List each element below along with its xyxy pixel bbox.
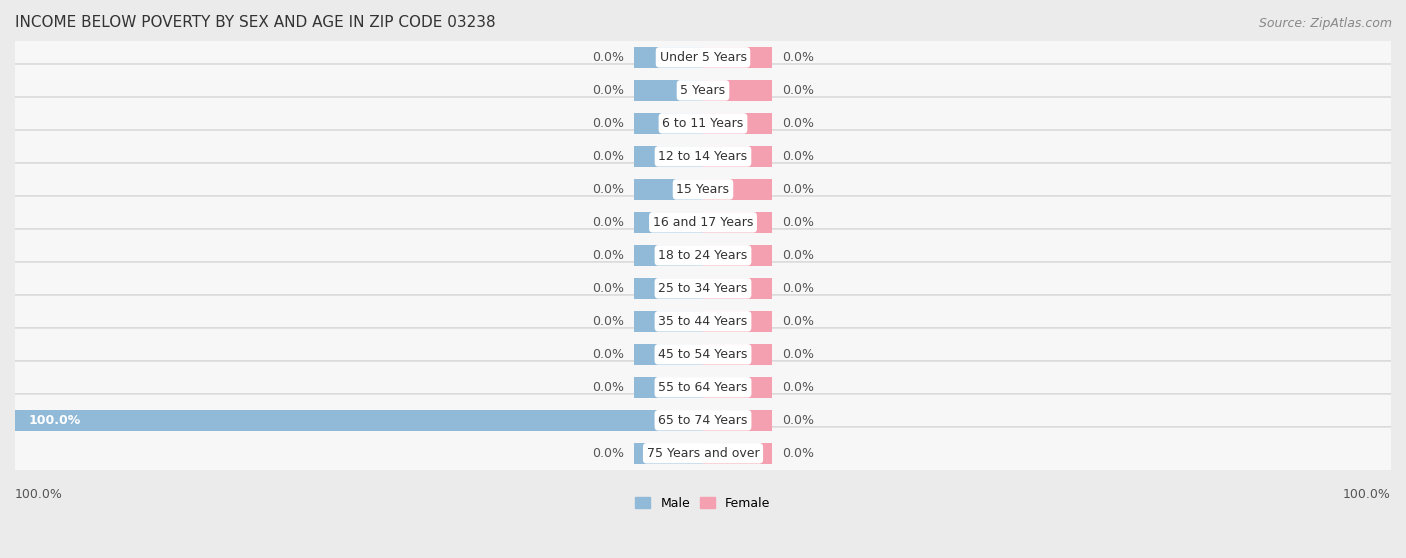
Text: 15 Years: 15 Years bbox=[676, 183, 730, 196]
Text: 100.0%: 100.0% bbox=[1343, 488, 1391, 501]
FancyBboxPatch shape bbox=[13, 328, 1393, 381]
Bar bbox=[703, 278, 772, 299]
Text: 16 and 17 Years: 16 and 17 Years bbox=[652, 216, 754, 229]
FancyBboxPatch shape bbox=[13, 427, 1393, 480]
Bar bbox=[634, 311, 703, 331]
Legend: Male, Female: Male, Female bbox=[630, 492, 776, 515]
Bar bbox=[634, 212, 703, 233]
Text: 0.0%: 0.0% bbox=[592, 315, 624, 328]
Text: 0.0%: 0.0% bbox=[782, 84, 814, 97]
Bar bbox=[703, 443, 772, 464]
Text: 0.0%: 0.0% bbox=[782, 117, 814, 130]
Bar bbox=[703, 311, 772, 331]
Bar bbox=[634, 113, 703, 133]
Bar bbox=[703, 179, 772, 200]
Text: 35 to 44 Years: 35 to 44 Years bbox=[658, 315, 748, 328]
Text: 25 to 34 Years: 25 to 34 Years bbox=[658, 282, 748, 295]
Text: 0.0%: 0.0% bbox=[782, 282, 814, 295]
Text: 6 to 11 Years: 6 to 11 Years bbox=[662, 117, 744, 130]
Bar bbox=[15, 410, 703, 431]
Text: 0.0%: 0.0% bbox=[592, 183, 624, 196]
Text: Source: ZipAtlas.com: Source: ZipAtlas.com bbox=[1258, 17, 1392, 30]
Text: 0.0%: 0.0% bbox=[782, 315, 814, 328]
Text: 55 to 64 Years: 55 to 64 Years bbox=[658, 381, 748, 394]
FancyBboxPatch shape bbox=[13, 130, 1393, 183]
Bar bbox=[634, 443, 703, 464]
Text: 0.0%: 0.0% bbox=[782, 150, 814, 163]
Text: 0.0%: 0.0% bbox=[592, 282, 624, 295]
Text: 0.0%: 0.0% bbox=[592, 216, 624, 229]
FancyBboxPatch shape bbox=[13, 196, 1393, 249]
Bar bbox=[703, 80, 772, 100]
Text: 0.0%: 0.0% bbox=[592, 117, 624, 130]
Text: 100.0%: 100.0% bbox=[15, 488, 63, 501]
Bar bbox=[634, 377, 703, 397]
Text: 0.0%: 0.0% bbox=[592, 51, 624, 64]
FancyBboxPatch shape bbox=[13, 97, 1393, 150]
Bar bbox=[634, 278, 703, 299]
Text: 100.0%: 100.0% bbox=[28, 414, 82, 427]
Text: Under 5 Years: Under 5 Years bbox=[659, 51, 747, 64]
Text: 0.0%: 0.0% bbox=[592, 150, 624, 163]
Text: 0.0%: 0.0% bbox=[592, 447, 624, 460]
Bar bbox=[703, 410, 772, 431]
FancyBboxPatch shape bbox=[13, 31, 1393, 84]
Bar bbox=[703, 245, 772, 266]
Text: 18 to 24 Years: 18 to 24 Years bbox=[658, 249, 748, 262]
Text: 0.0%: 0.0% bbox=[782, 414, 814, 427]
Bar bbox=[703, 212, 772, 233]
Bar bbox=[634, 80, 703, 100]
Text: 0.0%: 0.0% bbox=[592, 249, 624, 262]
Text: 0.0%: 0.0% bbox=[592, 348, 624, 361]
Text: 75 Years and over: 75 Years and over bbox=[647, 447, 759, 460]
Text: 65 to 74 Years: 65 to 74 Years bbox=[658, 414, 748, 427]
Text: 12 to 14 Years: 12 to 14 Years bbox=[658, 150, 748, 163]
Bar bbox=[703, 146, 772, 167]
Text: 0.0%: 0.0% bbox=[782, 381, 814, 394]
Text: INCOME BELOW POVERTY BY SEX AND AGE IN ZIP CODE 03238: INCOME BELOW POVERTY BY SEX AND AGE IN Z… bbox=[15, 15, 496, 30]
Text: 0.0%: 0.0% bbox=[782, 216, 814, 229]
Bar bbox=[634, 146, 703, 167]
Text: 0.0%: 0.0% bbox=[592, 381, 624, 394]
FancyBboxPatch shape bbox=[13, 163, 1393, 216]
Text: 0.0%: 0.0% bbox=[592, 84, 624, 97]
Text: 0.0%: 0.0% bbox=[782, 51, 814, 64]
FancyBboxPatch shape bbox=[13, 394, 1393, 447]
Text: 0.0%: 0.0% bbox=[782, 447, 814, 460]
FancyBboxPatch shape bbox=[13, 64, 1393, 117]
Bar bbox=[634, 179, 703, 200]
FancyBboxPatch shape bbox=[13, 229, 1393, 282]
Text: 0.0%: 0.0% bbox=[782, 183, 814, 196]
Bar bbox=[703, 47, 772, 68]
Text: 0.0%: 0.0% bbox=[782, 249, 814, 262]
FancyBboxPatch shape bbox=[13, 361, 1393, 413]
Bar bbox=[634, 47, 703, 68]
FancyBboxPatch shape bbox=[13, 262, 1393, 315]
FancyBboxPatch shape bbox=[13, 295, 1393, 348]
Bar bbox=[634, 245, 703, 266]
Bar bbox=[703, 344, 772, 364]
Bar bbox=[703, 113, 772, 133]
Text: 5 Years: 5 Years bbox=[681, 84, 725, 97]
Text: 0.0%: 0.0% bbox=[782, 348, 814, 361]
Bar bbox=[634, 344, 703, 364]
Bar bbox=[703, 377, 772, 397]
Text: 45 to 54 Years: 45 to 54 Years bbox=[658, 348, 748, 361]
